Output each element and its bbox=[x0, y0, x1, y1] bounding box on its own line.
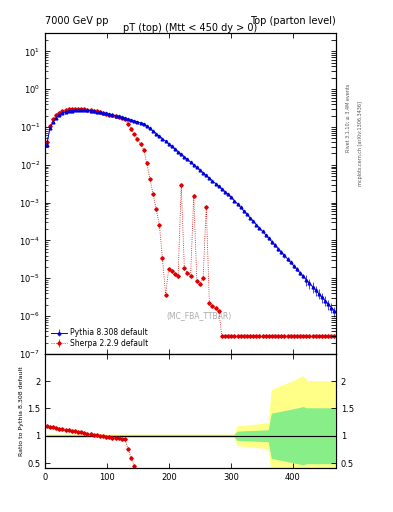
Title: pT (top) (Mtt < 450 dy > 0): pT (top) (Mtt < 450 dy > 0) bbox=[123, 23, 258, 32]
Text: Top (parton level): Top (parton level) bbox=[250, 15, 336, 26]
Legend: Pythia 8.308 default, Sherpa 2.2.9 default: Pythia 8.308 default, Sherpa 2.2.9 defau… bbox=[49, 326, 150, 350]
Y-axis label: Ratio to Pythia 8.308 default: Ratio to Pythia 8.308 default bbox=[19, 367, 24, 456]
Text: (MC_FBA_TTBAR): (MC_FBA_TTBAR) bbox=[167, 311, 232, 320]
Text: mcplots.cern.ch [arXiv:1306.3436]: mcplots.cern.ch [arXiv:1306.3436] bbox=[358, 101, 363, 186]
Text: Rivet 3.1.10; ≥ 3.4M events: Rivet 3.1.10; ≥ 3.4M events bbox=[346, 83, 351, 152]
Text: 7000 GeV pp: 7000 GeV pp bbox=[45, 15, 109, 26]
